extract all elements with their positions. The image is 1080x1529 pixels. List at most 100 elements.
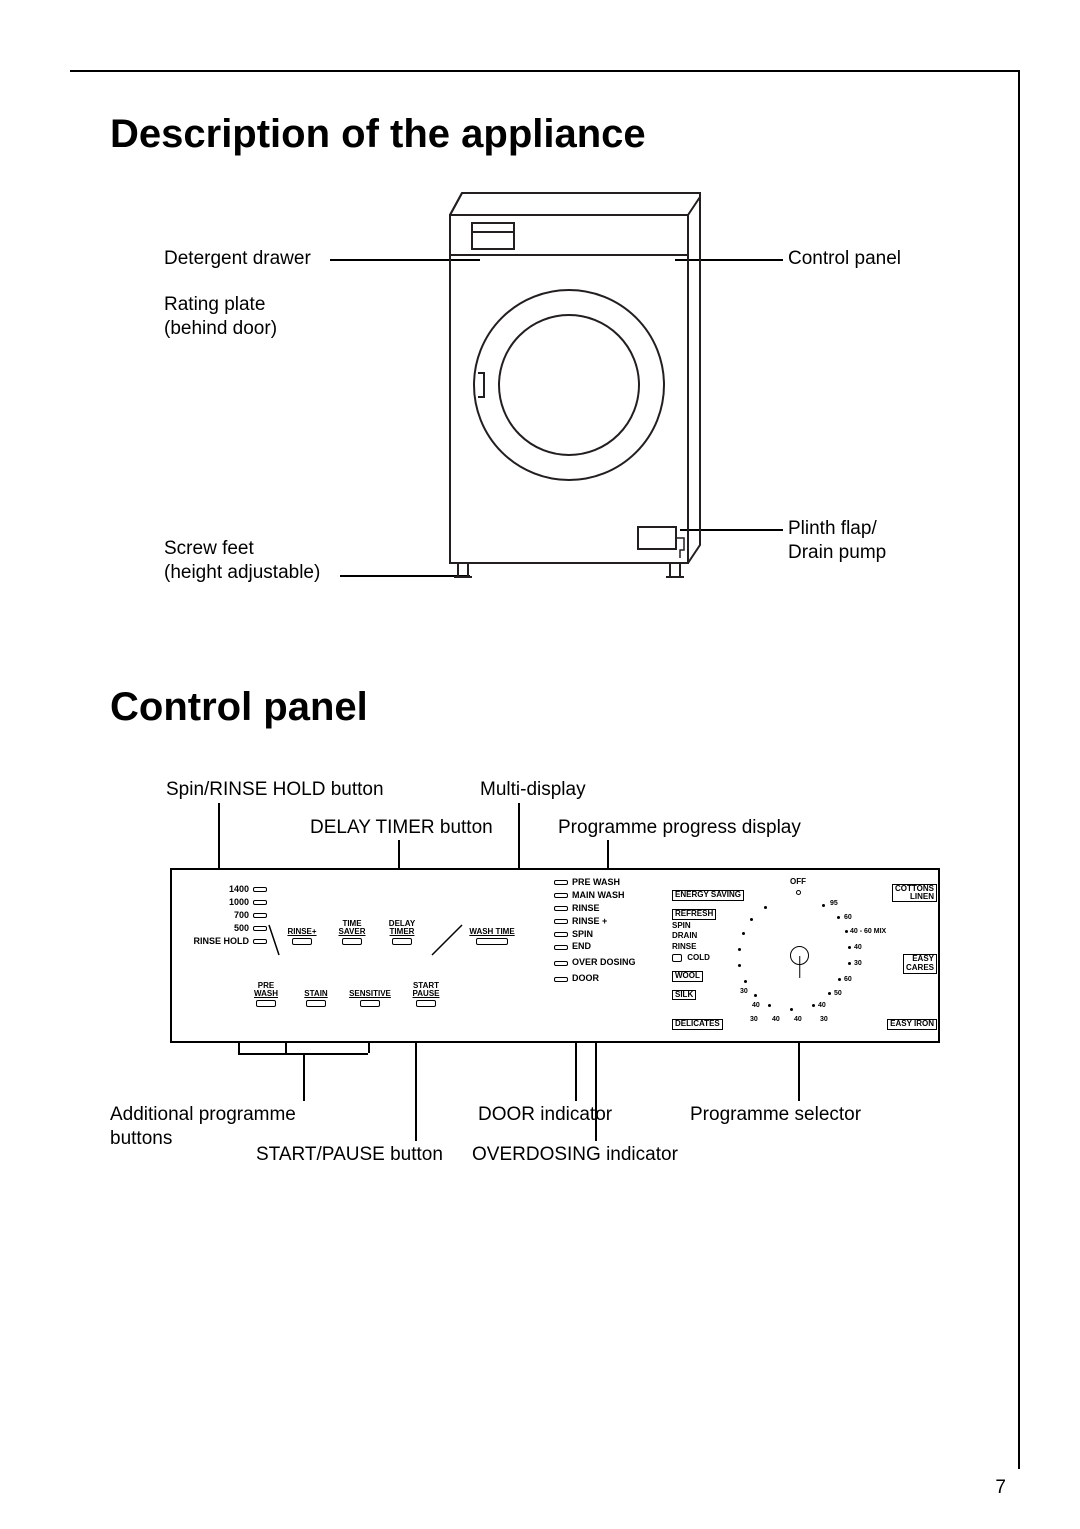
text: Plinth flap/ [788,518,877,539]
leader-line [518,803,520,868]
label-programme-selector: Programme selector [690,1103,861,1127]
control-panel-section: Control panel Spin/RINSE HOLD button DEL… [110,685,968,1278]
button-icon [392,938,412,945]
delay-timer-button: DELAYTIMER [380,920,424,945]
leader-line [218,803,220,868]
divider-icon [267,920,282,960]
heading-control-panel: Control panel [110,685,968,730]
text: CARES [906,963,934,972]
dot-icon [754,994,757,997]
appliance-section: Description of the appliance Detergent d… [110,112,968,625]
label-overdosing: OVERDOSING indicator [472,1143,678,1167]
text: EASY [912,954,934,963]
t-30: 30 [854,960,862,967]
text: (height adjustable) [164,562,320,583]
indicator-icon [554,961,568,966]
t-40e: 40 [752,1002,760,1009]
button-icon [342,938,362,945]
dot-icon [848,946,851,949]
spin-500: 500 [234,924,249,934]
indicator-icon [554,893,568,898]
dial-wool: WOOL [672,971,703,982]
button-icon [292,938,312,945]
leader-line [398,840,400,868]
indicator-icon [554,880,568,885]
indicator-icon [554,932,568,937]
spin-700: 700 [234,911,249,921]
button-icon [306,1000,326,1007]
t-40c: 40 [794,1016,802,1023]
leader-line [415,1043,417,1141]
bracket-line [285,1043,287,1053]
time-saver-button: TIMESAVER [330,920,374,945]
dial-silk: SILK [672,990,696,1001]
wash-time-label: WASH TIME [462,928,522,936]
indicator-icon [253,900,267,905]
dot-icon [845,930,848,933]
dial-cottons-linen: COTTONS LINEN [892,884,937,902]
dial-refresh: REFRESH [672,909,716,920]
sensitive-button: SENSITIVE [344,990,396,1007]
dot-icon [744,980,747,983]
dial-off-indicator [796,890,801,895]
t-95: 95 [830,900,838,907]
divider-icon [427,920,467,960]
dot-icon [822,904,825,907]
prog-main-wash: MAIN WASH [572,891,625,901]
rinse-plus-button: RINSE+ [280,928,324,945]
t-30b: 30 [820,1016,828,1023]
label-prog-display: Programme progress display [558,816,801,840]
button-icon [360,1000,380,1007]
text: (behind door) [164,318,277,339]
t-60: 60 [844,914,852,921]
prog-over-dosing: OVER DOSING [572,958,636,968]
dial-rinse: RINSE [672,943,744,952]
spin-speed-list: 1400 1000 700 500 RINSE HOLD [182,885,267,949]
t-4060mix: 40 - 60 MIX [850,928,886,935]
t-40b: 40 [818,1002,826,1009]
dial-cold: COLD [687,953,710,962]
stain-button: STAIN [294,990,338,1007]
dial-energy-saving: ENERGY SAVING [672,890,744,901]
dial-off: OFF [790,878,806,887]
dial-drain: DRAIN [672,932,744,941]
text: Additional programme [110,1104,296,1125]
dot-icon [764,906,767,909]
pre-wash-button: PREWASH [244,982,288,1007]
indicator-icon [253,939,267,944]
label-start-pause: START/PAUSE button [256,1143,443,1167]
t-30d: 30 [740,988,748,995]
indicator-icon [253,913,267,918]
dot-icon [812,1004,815,1007]
hand-wash-icon [672,954,682,962]
label-plinth: Plinth flap/ Drain pump [788,517,886,565]
bracket-line [238,1043,240,1053]
dot-icon [848,962,851,965]
label-delay-timer: DELAY TIMER button [310,816,493,840]
display-icon [476,938,508,945]
indicator-icon [554,919,568,924]
wash-time-display: WASH TIME [462,928,522,945]
dial-easy-cares: EASY CARES [903,954,937,974]
dot-icon [738,964,741,967]
spin-1400: 1400 [229,885,249,895]
indicator-icon [554,945,568,950]
leader-line [607,840,609,868]
dot-icon [742,932,745,935]
text: Drain pump [788,542,886,563]
dot-icon [790,1008,793,1011]
button-icon [416,1000,436,1007]
leader-line [798,1043,800,1101]
t-40d: 40 [772,1016,780,1023]
control-panel-frame: 1400 1000 700 500 RINSE HOLD RINSE+ TIME… [170,868,940,1043]
control-panel-diagram: Spin/RINSE HOLD button DELAY TIMER butto… [110,758,968,1278]
label-detergent-drawer: Detergent drawer [164,247,311,271]
t-60b: 60 [844,976,852,983]
programme-progress-list: PRE WASH MAIN WASH RINSE RINSE + SPIN EN… [554,878,664,987]
programme-selector-dial: ENERGY SAVING REFRESH SPIN DRAIN RINSE C… [672,876,937,1036]
dial-easy-iron: EASY IRON [887,1019,937,1030]
label-control-panel: Control panel [788,247,901,271]
label-screw-feet: Screw feet (height adjustable) [164,537,320,585]
label-rating-plate: Rating plate (behind door) [164,293,277,341]
prog-rinse-plus: RINSE + [572,917,607,927]
